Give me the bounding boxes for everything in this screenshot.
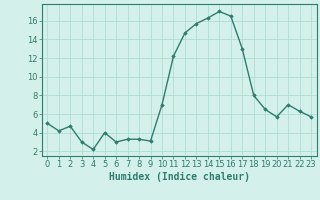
X-axis label: Humidex (Indice chaleur): Humidex (Indice chaleur) bbox=[109, 172, 250, 182]
